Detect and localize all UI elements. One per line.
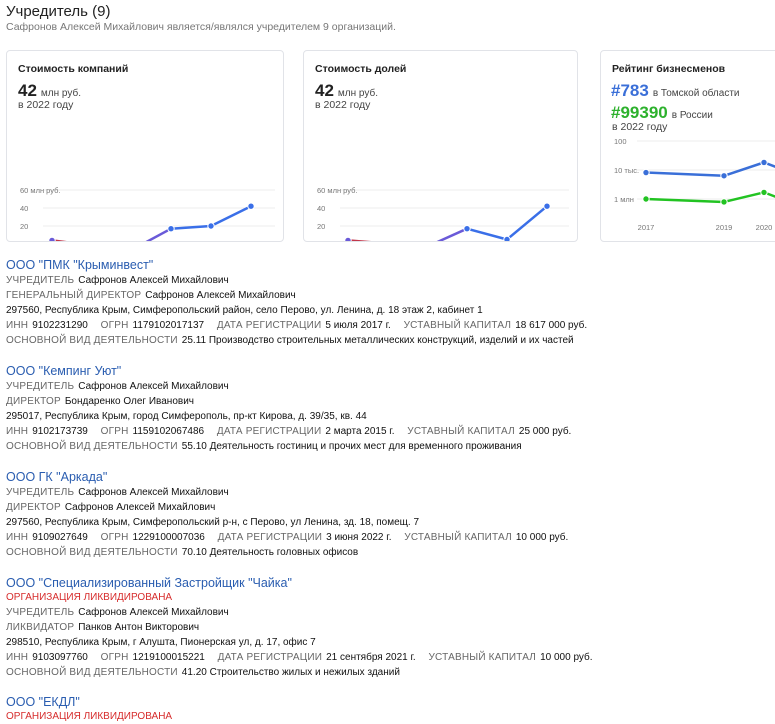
- org-founder: УЧРЕДИТЕЛЬ Сафронов Алексей Михайлович: [6, 381, 229, 392]
- y-tick-label: 60 млн руб.: [20, 186, 61, 195]
- data-point: [720, 172, 728, 180]
- series-line: [645, 161, 775, 178]
- org-item: ООО "ПМК "Крыминвест" УЧРЕДИТЕЛЬ Сафронов…: [6, 258, 771, 348]
- data-point: [247, 202, 255, 210]
- data-point: [463, 225, 471, 233]
- y-tick-label: 0: [317, 240, 321, 241]
- data-point: [642, 195, 650, 203]
- region-rank: #783 в Томской области: [611, 81, 740, 100]
- series-segment: [50, 239, 67, 241]
- y-tick-label: 40: [317, 204, 325, 213]
- series-segment: [209, 204, 253, 228]
- card-year: в 2022 году: [612, 121, 668, 133]
- org-role: ДИРЕКТОР Бондаренко Олег Иванович: [6, 396, 194, 407]
- org-liquidated-badge: ОРГАНИЗАЦИЯ ЛИКВИДИРОВАНА: [6, 711, 173, 722]
- data-point: [503, 235, 511, 241]
- data-point: [760, 158, 768, 167]
- card-year: в 2022 году: [315, 99, 371, 111]
- x-tick-label: 2019: [716, 223, 733, 232]
- card-title: Рейтинг бизнесменов: [612, 63, 726, 75]
- org-founder: УЧРЕДИТЕЛЬ Сафронов Алексей Михайлович: [6, 487, 229, 498]
- x-tick-label: 2017: [638, 223, 655, 232]
- org-activity: ОСНОВНОЙ ВИД ДЕЯТЕЛЬНОСТИ 25.11 Производс…: [6, 335, 574, 346]
- country-rank: #99390 в России: [611, 103, 713, 122]
- org-activity: ОСНОВНОЙ ВИД ДЕЯТЕЛЬНОСТИ 55.10 Деятельно…: [6, 441, 522, 452]
- card-value: 42 млн руб.: [315, 81, 378, 100]
- org-name-link[interactable]: ООО "ЕКДЛ": [6, 695, 80, 709]
- data-point: [48, 236, 56, 241]
- company-value-card: Стоимость компаний 42 млн руб. в 2022 год…: [6, 50, 284, 242]
- y-tick-label: 20: [20, 222, 28, 231]
- y-tick-label: 0: [20, 240, 24, 241]
- data-point: [167, 225, 175, 233]
- org-founder: УЧРЕДИТЕЛЬ Сафронов Алексей Михайлович: [6, 607, 229, 618]
- org-ids: ИНН 9103097760 ОГРН 1219100015221 ДАТА РЕГ…: [6, 652, 593, 663]
- series-segment: [169, 224, 213, 230]
- org-name-link[interactable]: ООО "ПМК "Крыминвест": [6, 258, 154, 272]
- org-address: 295017, Республика Крым, город Симферопо…: [6, 411, 367, 422]
- series-segment: [436, 227, 469, 241]
- org-name-link[interactable]: ООО "Специализированный Застройщик "Чайк…: [6, 576, 292, 590]
- org-item: ООО "ЕКДЛ" ОРГАНИЗАЦИЯ ЛИКВИДИРОВАНА: [6, 695, 771, 724]
- org-role: ДИРЕКТОР Сафронов Алексей Михайлович: [6, 502, 216, 513]
- y-tick-label: 100: [614, 137, 627, 146]
- card-year: в 2022 году: [18, 99, 74, 111]
- y-tick-label: 20: [317, 222, 325, 231]
- card-title: Стоимость долей: [315, 63, 407, 75]
- org-ids: ИНН 9102231290 ОГРН 1179102017137 ДАТА РЕГ…: [6, 320, 588, 331]
- org-address: 298510, Республика Крым, г Алушта, Пионе…: [6, 637, 316, 648]
- org-ids: ИНН 9102173739 ОГРН 1159102067486 ДАТА РЕГ…: [6, 426, 572, 437]
- data-point: [720, 198, 728, 206]
- org-role: ГЕНЕРАЛЬНЫЙ ДИРЕКТОР Сафронов Алексей Мих…: [6, 290, 296, 301]
- org-address: 297560, Республика Крым, Симферопольский…: [6, 305, 483, 316]
- businessman-rating-card: Рейтинг бизнесменов #783 в Томской област…: [600, 50, 775, 242]
- shares-value-chart: 60 млн руб.40200-2020172019202020212022: [317, 186, 569, 241]
- series-line: [645, 191, 775, 204]
- company-value-chart: 60 млн руб.40200-2020172019202020212022: [20, 186, 275, 241]
- series-segment: [346, 239, 372, 241]
- org-liquidated-badge: ОРГАНИЗАЦИЯ ЛИКВИДИРОВАНА: [6, 592, 173, 603]
- y-tick-label: 60 млн руб.: [317, 186, 358, 195]
- org-founder: УЧРЕДИТЕЛЬ Сафронов Алексей Михайлович: [6, 275, 229, 286]
- org-name-link[interactable]: ООО ГК "Аркада": [6, 470, 108, 484]
- org-item: ООО "Кемпинг Уют" УЧРЕДИТЕЛЬ Сафронов Але…: [6, 364, 771, 454]
- org-activity: ОСНОВНОЙ ВИД ДЕЯТЕЛЬНОСТИ 70.10 Деятельно…: [6, 547, 359, 558]
- org-name-link[interactable]: ООО "Кемпинг Уют": [6, 364, 122, 378]
- org-ids: ИНН 9109027649 ОГРН 1229100007036 ДАТА РЕГ…: [6, 532, 569, 543]
- x-tick-label: 2020: [756, 223, 773, 232]
- data-point: [543, 202, 551, 210]
- org-address: 297560, Республика Крым, Симферопольский…: [6, 517, 420, 528]
- y-tick-label: 10 тыс.: [614, 166, 639, 175]
- card-value: 42 млн руб.: [18, 81, 81, 100]
- y-tick-label: 40: [20, 204, 28, 213]
- rating-chart: 100 10 тыс. 1 млн 2017 2019 2020: [614, 137, 775, 232]
- shares-value-card: Стоимость долей 42 млн руб. в 2022 году 6…: [303, 50, 578, 242]
- page-subtitle: Сафронов Алексей Михайлович является/явл…: [6, 21, 396, 33]
- org-activity: ОСНОВНОЙ ВИД ДЕЯТЕЛЬНОСТИ 41.20 Строитель…: [6, 667, 400, 678]
- data-point: [344, 236, 352, 241]
- series-segment: [465, 227, 509, 241]
- data-point: [760, 188, 768, 197]
- org-item: ООО "Специализированный Застройщик "Чайк…: [6, 576, 771, 680]
- data-point: [207, 222, 215, 230]
- card-title: Стоимость компаний: [18, 63, 129, 75]
- page-title: Учредитель (9): [6, 3, 111, 20]
- org-item: ООО ГК "Аркада" УЧРЕДИТЕЛЬ Сафронов Алекс…: [6, 470, 771, 560]
- y-tick-label: 1 млн: [614, 195, 634, 204]
- org-role: ЛИКВИДАТОР Панков Антон Викторович: [6, 622, 200, 633]
- series-segment: [505, 204, 549, 241]
- series-segment: [145, 227, 173, 241]
- data-point: [642, 168, 650, 177]
